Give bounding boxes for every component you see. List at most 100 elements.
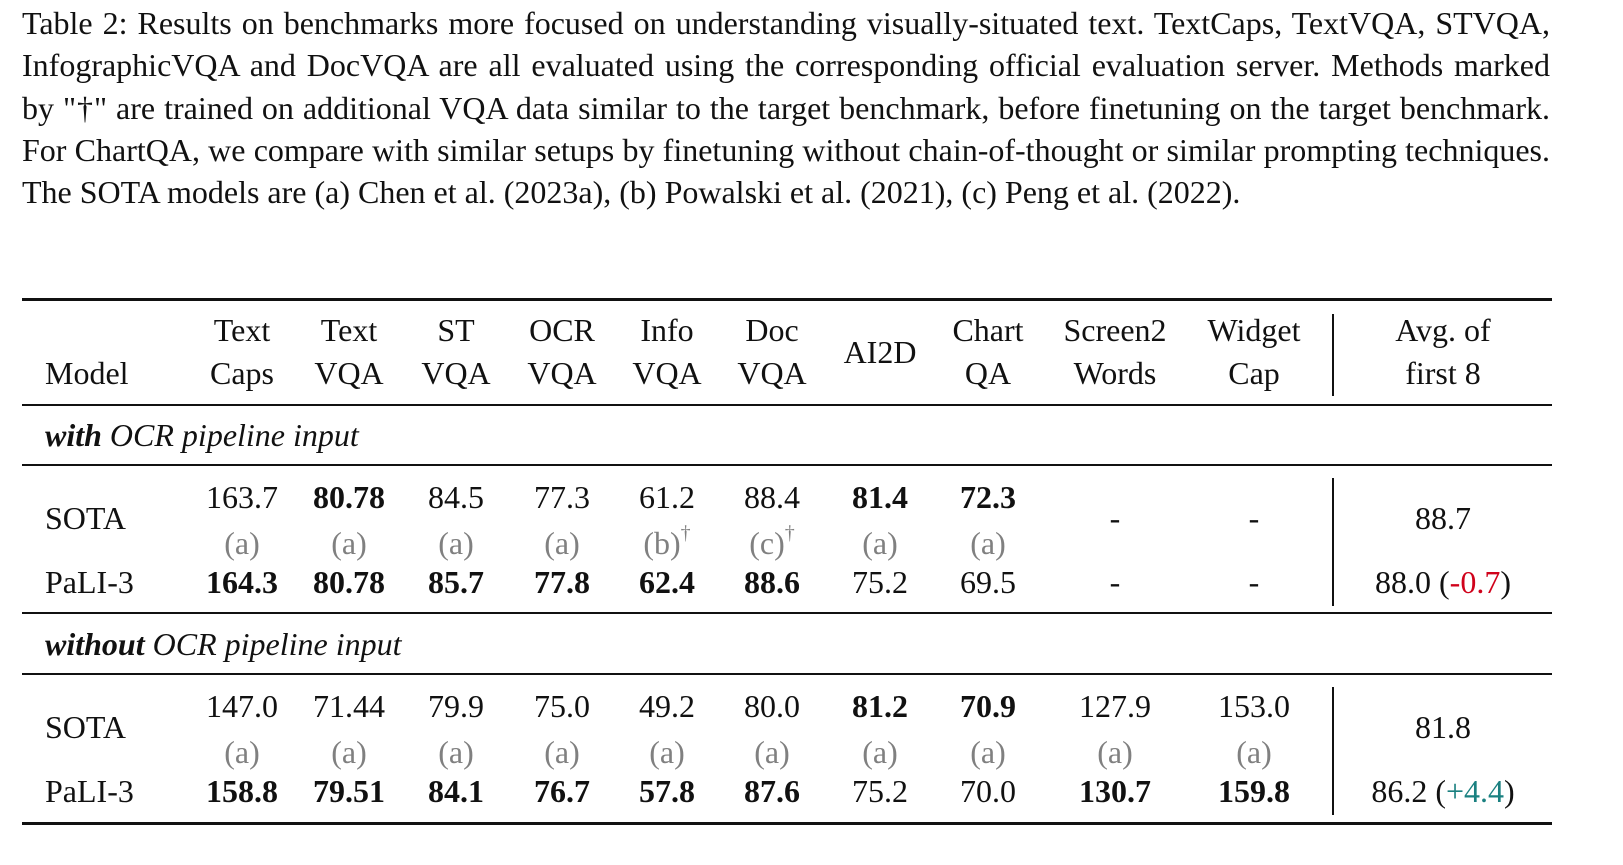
sota-source-ref: (b)† <box>643 523 690 561</box>
section2-rule <box>22 673 1552 675</box>
sota-source-ref: (a) <box>331 527 367 559</box>
avg-value: 88.0 <box>1375 564 1432 600</box>
sota-cell: 127.9 <box>1079 688 1151 724</box>
sota-cell: 84.5 <box>428 479 484 515</box>
sota-source-ref: (a) <box>224 736 260 768</box>
pali3-cell: 158.8 <box>206 773 278 809</box>
row-label-pali3: PaLI-3 <box>45 773 134 809</box>
source-label: (a) <box>544 734 580 770</box>
sota-cell: 49.2 <box>639 688 695 724</box>
sota-cell: 75.0 <box>534 688 590 724</box>
sota-cell: 61.2 <box>639 479 695 515</box>
source-label: (a) <box>438 525 474 561</box>
sota-source-ref: (a) <box>438 527 474 559</box>
section-title-rest: OCR pipeline input <box>101 417 359 453</box>
pali3-cell: 159.8 <box>1218 773 1290 809</box>
header-col-label: AI2D <box>843 334 917 370</box>
pali3-cell: 57.8 <box>639 773 695 809</box>
source-label: (a) <box>438 734 474 770</box>
section-title-rest: OCR pipeline input <box>144 626 402 662</box>
row-label-sota: SOTA <box>45 500 126 536</box>
header-col-line1: OCR <box>529 312 595 348</box>
sota-source-ref: (a) <box>862 736 898 768</box>
avg-delta: -0.7 <box>1449 564 1501 600</box>
avg-divider-section1 <box>1332 478 1334 606</box>
header-col-line2: VQA <box>314 355 384 391</box>
sota-source-ref: (a) <box>970 736 1006 768</box>
sota-source-ref: (a) <box>970 527 1006 559</box>
header-col-line1: Chart <box>952 312 1024 348</box>
header-col-line2: Words <box>1073 355 1157 391</box>
header-col-line2: VQA <box>527 355 597 391</box>
pali3-cell: 87.6 <box>744 773 800 809</box>
header-model-label: Model <box>45 355 129 391</box>
section-title: with OCR pipeline input <box>45 419 359 451</box>
sota-cell: 163.7 <box>206 479 278 515</box>
avg-divider-header <box>1332 314 1334 396</box>
pali3-avg: 86.2 (+4.4) <box>1371 775 1514 807</box>
section-title: without OCR pipeline input <box>45 628 401 660</box>
header-avg-line1: Avg. of <box>1395 312 1491 348</box>
header-col-line2: VQA <box>737 355 807 391</box>
avg-value: 86.2 <box>1371 773 1428 809</box>
row-label-sota: SOTA <box>45 709 126 745</box>
sota-cell: 80.78 <box>313 479 385 515</box>
sota-cell: - <box>1248 500 1260 536</box>
section-title-emphasis: with <box>45 417 102 453</box>
source-label: (a) <box>224 734 260 770</box>
source-label: (a) <box>1097 734 1133 770</box>
pali3-cell: 164.3 <box>206 564 278 600</box>
sota-cell: 80.0 <box>744 688 800 724</box>
header-avg-line2: first 8 <box>1405 355 1481 391</box>
source-label: (c) <box>749 525 785 561</box>
sota-cell: 71.44 <box>313 688 385 724</box>
header-rule <box>22 404 1552 406</box>
sota-cell: - <box>1109 500 1121 536</box>
header-col-line2: VQA <box>421 355 491 391</box>
sota-source-ref: (a) <box>1097 736 1133 768</box>
section-title-emphasis: without <box>45 626 145 662</box>
pali3-cell: 76.7 <box>534 773 590 809</box>
sota-source-ref: (a) <box>331 736 367 768</box>
caption-label: Table 2: <box>22 5 128 41</box>
avg-divider-section2 <box>1332 687 1334 815</box>
sota-avg: 88.7 <box>1415 500 1471 536</box>
header-col-line1: Doc <box>745 312 799 348</box>
dagger-mark: † <box>680 522 691 544</box>
pali3-cell: - <box>1109 564 1121 600</box>
row-label-pali3: PaLI-3 <box>45 564 134 600</box>
section1-rule <box>22 464 1552 466</box>
source-label: (a) <box>224 525 260 561</box>
bottom-rule <box>22 822 1552 825</box>
pali3-cell: 75.2 <box>852 564 908 600</box>
source-label: (b) <box>643 525 681 561</box>
source-label: (a) <box>862 525 898 561</box>
table-caption: Table 2: Results on benchmarks more focu… <box>22 2 1550 213</box>
sota-source-ref: (a) <box>544 736 580 768</box>
top-rule <box>22 298 1552 301</box>
sota-cell: 77.3 <box>534 479 590 515</box>
avg-delta: +4.4 <box>1445 773 1505 809</box>
sota-cell: 147.0 <box>206 688 278 724</box>
pali3-cell: - <box>1248 564 1260 600</box>
header-col-line1: Text <box>213 312 271 348</box>
pali3-cell: 88.6 <box>744 564 800 600</box>
header-col-line2: Caps <box>210 355 274 391</box>
source-label: (a) <box>649 734 685 770</box>
sota-source-ref: (a) <box>754 736 790 768</box>
source-label: (a) <box>331 734 367 770</box>
sota-cell: 153.0 <box>1218 688 1290 724</box>
source-label: (a) <box>970 734 1006 770</box>
sota-cell: 81.4 <box>852 479 908 515</box>
pali3-cell: 75.2 <box>852 773 908 809</box>
sota-source-ref: (c)† <box>749 523 795 561</box>
source-label: (a) <box>970 525 1006 561</box>
sota-cell: 70.9 <box>960 688 1016 724</box>
header-col-line2: VQA <box>632 355 702 391</box>
pali3-cell: 130.7 <box>1079 773 1151 809</box>
sota-source-ref: (a) <box>224 527 260 559</box>
sota-avg: 81.8 <box>1415 709 1471 745</box>
paren-close: ) <box>1500 564 1511 600</box>
paren-close: ) <box>1504 773 1515 809</box>
